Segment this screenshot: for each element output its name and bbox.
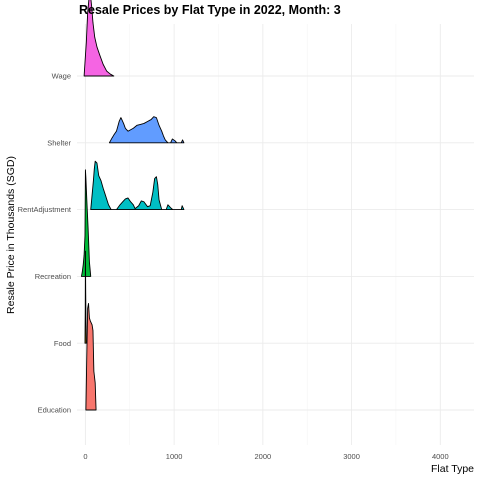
y-tick-label: Shelter bbox=[47, 138, 71, 147]
y-tick-label: Food bbox=[54, 339, 71, 348]
y-tick-label: RentAdjustment bbox=[18, 205, 72, 214]
ridges-layer bbox=[80, 0, 185, 411]
ridge-rentadjustment bbox=[90, 160, 185, 211]
ridge-education bbox=[85, 303, 97, 411]
y-tick-labels: Education Food Recreation RentAdjustment She… bbox=[18, 72, 72, 415]
grid-layer bbox=[77, 24, 474, 445]
y-tick-label: Education bbox=[38, 406, 71, 415]
y-axis-title: Resale Price in Thousands (SGD) bbox=[5, 156, 17, 314]
ridge-shelter bbox=[108, 116, 185, 144]
x-tick-label: 2000 bbox=[255, 452, 272, 461]
y-tick-label: Wage bbox=[52, 72, 71, 81]
y-tick-label: Recreation bbox=[35, 272, 71, 281]
ridge-food bbox=[84, 250, 87, 344]
x-tick-label: 0 bbox=[83, 452, 87, 461]
x-tick-label: 3000 bbox=[343, 452, 360, 461]
ridge-recreation bbox=[80, 169, 92, 277]
chart-title: Resale Prices by Flat Type in 2022, Mont… bbox=[79, 3, 341, 17]
x-tick-label: 4000 bbox=[432, 452, 449, 461]
ridge-wage bbox=[83, 0, 115, 77]
x-tick-label: 1000 bbox=[166, 452, 183, 461]
x-tick-labels: 0 1000 2000 3000 4000 bbox=[83, 452, 448, 461]
x-axis-title: Flat Type bbox=[431, 463, 474, 475]
